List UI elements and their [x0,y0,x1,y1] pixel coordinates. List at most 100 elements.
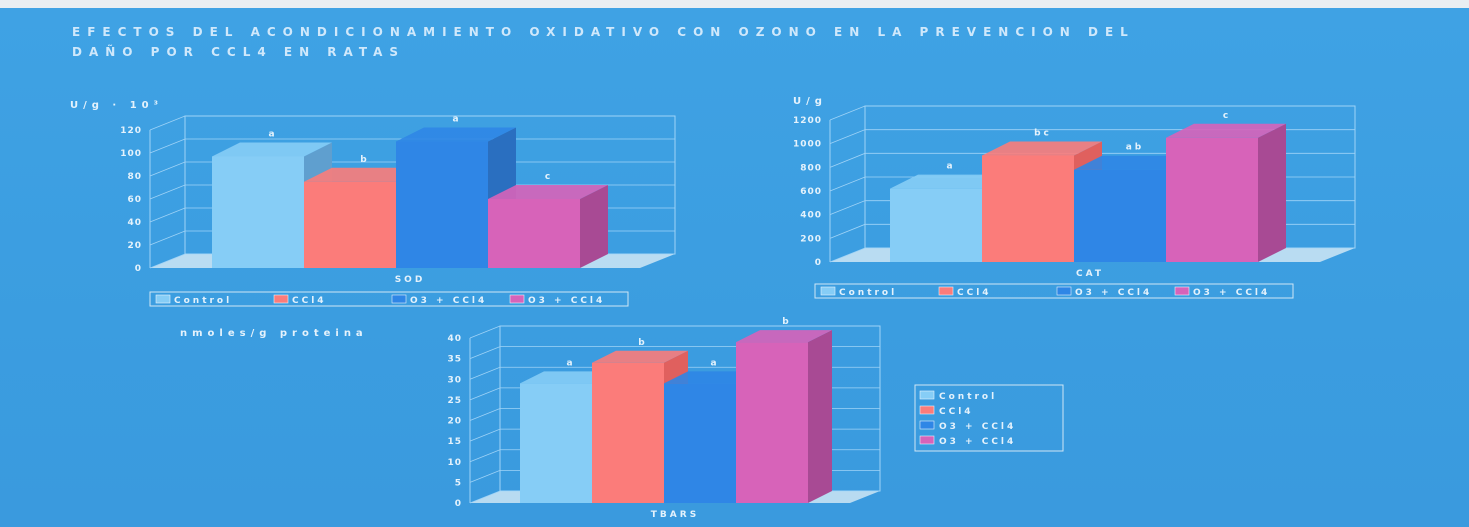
bar-side [808,330,832,503]
legend-label: O3 + CCl4 [1075,288,1152,298]
legend-swatch [1056,286,1072,296]
bar-side [1258,123,1286,262]
legend-box [814,283,1294,299]
y-tick-label: 60 [127,195,142,205]
legend-swatch [938,286,954,296]
gridline [469,325,880,339]
y-tick-label: 1000 [793,140,822,150]
significance-letter: c [545,172,553,182]
legend-label: CCl4 [939,407,974,417]
bar-top [592,350,688,363]
y-tick-label: 40 [447,334,462,344]
significance-letter: b [638,338,647,348]
x-axis-label: TBARS [651,510,699,520]
y-tick-label: 40 [127,218,142,228]
y-tick-label: 5 [455,478,462,488]
significance-letter: b [782,317,791,327]
legend-label: O3 + CCl4 [1193,288,1270,298]
bar-top [736,330,832,343]
significance-letter: a [452,115,461,125]
y-tick-label: 0 [815,258,822,268]
legend-box [914,384,1064,452]
bar-top [396,127,516,142]
significance-letter: b [360,155,369,165]
title-line-1: EFECTOS DEL ACONDICIONAMIENTO OXIDATIVO … [72,25,1135,39]
legend-label: O3 + CCl4 [410,296,487,306]
bar [396,141,488,268]
y-tick-label: 800 [800,163,822,173]
x-axis-label: SOD [395,275,426,285]
y-tick-label: 15 [447,437,462,447]
legend-swatch [919,420,935,430]
bar [520,383,592,503]
gridline [149,115,675,131]
y-tick-label: 200 [800,234,822,244]
legend-swatch [391,294,407,304]
legend-box [149,291,629,307]
legend-swatch [155,294,171,304]
y-axis-label: U/g · 10³ [70,100,163,111]
legend-swatch [820,286,836,296]
legend-label: CCl4 [957,288,992,298]
legend-label: O3 + CCl4 [939,422,1016,432]
bar-top [304,167,424,182]
legend-label: O3 + CCl4 [528,296,605,306]
bar [1074,169,1166,262]
bar-top [982,141,1102,156]
legend-swatch [919,390,935,400]
significance-letter: a [566,358,575,368]
y-tick-label: 100 [120,149,142,159]
poster-title: EFECTOS DEL ACONDICIONAMIENTO OXIDATIVO … [72,22,1135,62]
y-tick-label: 120 [120,126,142,136]
bar [1166,137,1258,262]
legend-swatch [509,294,525,304]
bar [304,181,396,268]
gridline [829,105,1355,121]
significance-letter: a [946,162,955,172]
significance-letter: a [710,358,719,368]
y-tick-label: 1200 [793,116,822,126]
x-axis-label: CAT [1076,269,1104,279]
significance-letter: ab [1126,143,1145,153]
y-tick-label: 25 [447,396,462,406]
bar [592,362,664,503]
y-tick-label: 20 [447,417,462,427]
y-axis-label: U/g [793,96,827,107]
bar [488,199,580,268]
y-axis-label: nmoles/g proteina [180,328,368,339]
legend-swatch [919,405,935,415]
y-tick-label: 80 [127,172,142,182]
y-tick-label: 10 [447,458,462,468]
bar [736,342,808,503]
bar-top [890,174,1010,189]
significance-letter: c [1223,111,1231,121]
y-tick-label: 30 [447,375,462,385]
title-line-2: DAÑO POR CCL4 EN RATAS [72,45,406,59]
significance-letter: bc [1034,129,1052,139]
y-tick-label: 600 [800,187,822,197]
bar [664,383,736,503]
bar [890,188,982,262]
y-tick-label: 20 [127,241,142,251]
significance-letter: a [268,129,277,139]
legend-swatch [273,294,289,304]
bar [212,156,304,268]
bar [982,155,1074,262]
y-tick-label: 0 [135,264,142,274]
bar-side [580,185,608,268]
y-tick-label: 400 [800,211,822,221]
bar-top [488,185,608,199]
legend-label: CCl4 [292,296,327,306]
bar-top [1166,123,1286,138]
legend-label: O3 + CCl4 [939,437,1016,447]
y-tick-label: 0 [455,499,462,509]
legend-label: Control [174,296,232,306]
legend-swatch [1174,286,1190,296]
bar-top [212,142,332,157]
legend-label: Control [939,392,997,402]
y-tick-label: 35 [447,355,462,365]
bar-top [1074,155,1194,170]
legend-label: Control [839,288,897,298]
legend-swatch [919,435,935,445]
